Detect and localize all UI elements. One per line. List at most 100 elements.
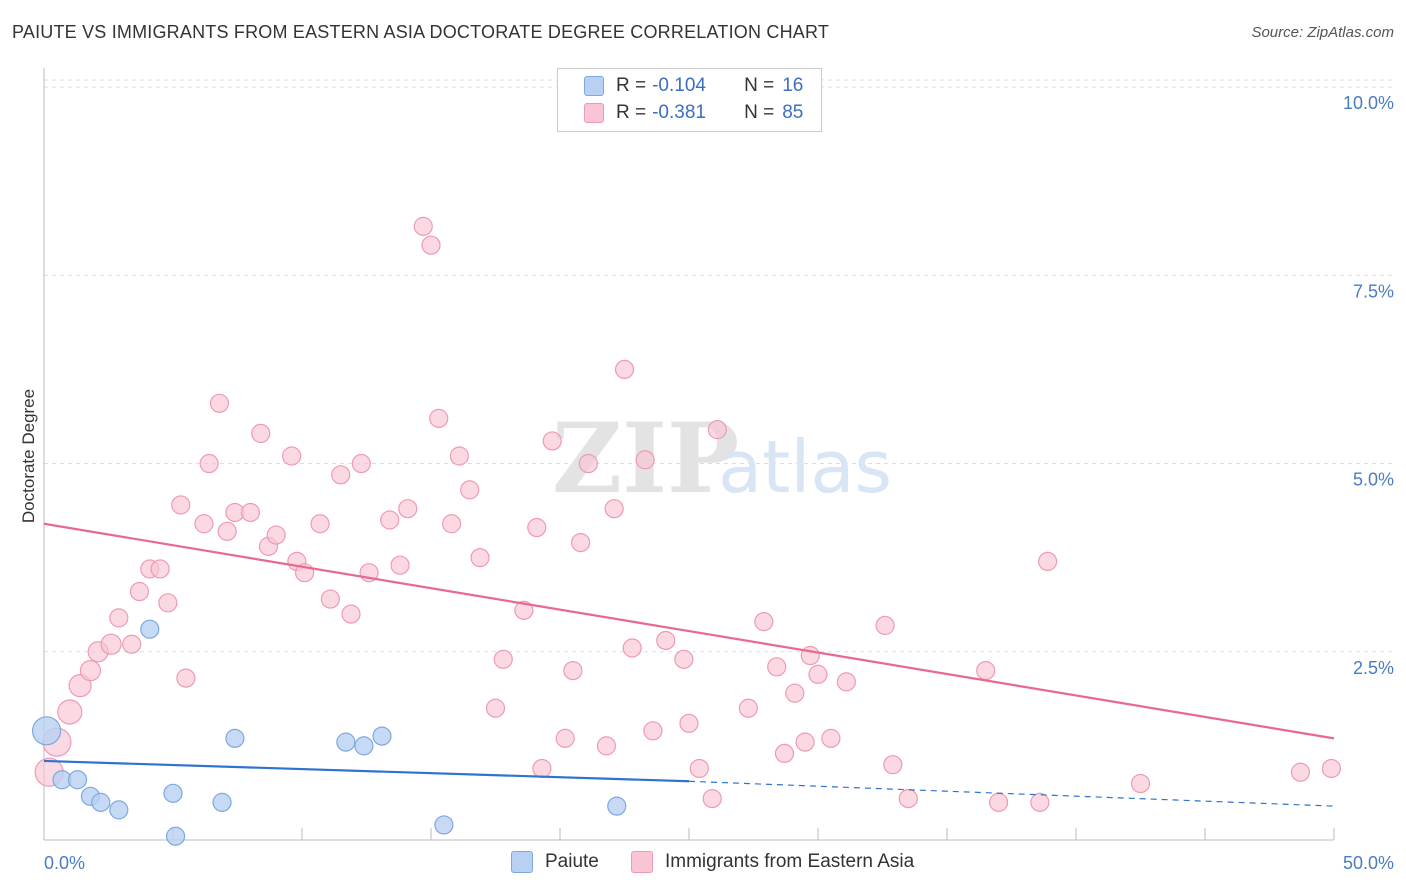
immigrants-point xyxy=(875,615,895,636)
immigrants-point xyxy=(413,216,433,236)
immigrants-point xyxy=(100,633,122,655)
legend-row-paiute: R = -0.104 N = 16 xyxy=(584,73,803,99)
watermark: ZIP atlas xyxy=(552,402,892,515)
paiute-point xyxy=(225,728,245,748)
legend-r-label: R = xyxy=(616,75,647,96)
y-tick-label: 2.5% xyxy=(1353,658,1394,678)
immigrants-point xyxy=(351,453,371,474)
immigrants-point xyxy=(310,514,330,534)
immigrants-point xyxy=(171,495,191,515)
immigrants-point xyxy=(643,721,663,741)
immigrants-point xyxy=(1321,758,1342,779)
immigrants-point xyxy=(563,660,583,681)
legend-item-immigrants[interactable]: Immigrants from Eastern Asia xyxy=(631,851,914,873)
immigrants-point xyxy=(150,559,170,579)
legend-n-label: N = xyxy=(744,102,775,123)
immigrants-point xyxy=(821,728,841,748)
legend-row-immigrants: R = -0.381 N = 85 xyxy=(584,100,803,126)
immigrants-point xyxy=(266,525,286,545)
legend-swatch-paiute xyxy=(584,76,604,96)
immigrants-point xyxy=(785,683,805,703)
x-tick-label-max: 50.0% xyxy=(1343,853,1394,873)
immigrants-point xyxy=(527,517,547,538)
legend-n-label: N = xyxy=(744,75,775,96)
paiute-point xyxy=(91,792,111,812)
immigrants-point xyxy=(217,521,237,541)
chart-title: PAIUTE VS IMMIGRANTS FROM EASTERN ASIA D… xyxy=(12,22,830,42)
immigrants-point xyxy=(898,788,918,809)
immigrants-point xyxy=(635,450,655,470)
paiute-point xyxy=(31,716,62,746)
legend-r-label: R = xyxy=(616,102,647,123)
immigrants-point xyxy=(578,453,598,474)
y-axis-label: Doctorate Degree xyxy=(19,389,38,523)
immigrants-point xyxy=(320,589,340,609)
immigrants-point xyxy=(109,608,129,628)
legend-swatch-immigrants xyxy=(631,851,653,873)
paiute-point xyxy=(109,800,129,820)
immigrants-point xyxy=(1038,551,1058,572)
paiute-point xyxy=(67,770,88,790)
immigrants-point xyxy=(493,649,513,669)
immigrants-point xyxy=(282,446,302,466)
immigrants-point xyxy=(689,758,709,779)
paiute-point xyxy=(212,792,232,812)
immigrants-point xyxy=(251,423,271,444)
immigrants-point xyxy=(380,510,400,530)
legend-r-value: -0.104 xyxy=(652,75,706,96)
paiute-point xyxy=(607,796,627,816)
immigrants-point xyxy=(604,499,624,519)
immigrants-point xyxy=(707,420,727,440)
immigrants-point xyxy=(702,788,722,809)
paiute-point xyxy=(434,815,454,835)
immigrants-points xyxy=(34,216,1342,812)
immigrants-point xyxy=(774,743,795,764)
immigrants-point xyxy=(596,736,617,756)
immigrants-point xyxy=(514,600,534,620)
immigrants-point xyxy=(485,698,506,718)
stats-legend: R = -0.104 N = 16 R = -0.381 N = 85 xyxy=(557,68,822,132)
immigrants-point xyxy=(622,638,642,658)
immigrants-point xyxy=(988,792,1009,812)
immigrants-point xyxy=(158,593,178,613)
immigrants-point xyxy=(614,359,635,380)
immigrants-point xyxy=(679,713,699,733)
immigrants-point xyxy=(532,758,552,779)
y-tick-label: 5.0% xyxy=(1353,470,1394,490)
immigrants-point xyxy=(68,674,92,698)
source-label: Source: ZipAtlas.com xyxy=(1251,24,1394,41)
immigrants-point xyxy=(429,408,449,428)
paiute-point xyxy=(140,619,160,639)
immigrants-point xyxy=(390,555,410,575)
paiute-point xyxy=(165,826,186,846)
immigrants-point xyxy=(240,502,260,523)
legend-item-paiute[interactable]: Paiute xyxy=(511,851,599,873)
immigrants-point xyxy=(795,732,815,752)
immigrants-point xyxy=(883,755,903,775)
paiute-point xyxy=(336,732,356,752)
immigrants-point xyxy=(122,634,142,654)
immigrants-point xyxy=(79,659,102,682)
paiute-trend-extension xyxy=(688,780,1335,807)
immigrants-point xyxy=(460,480,480,500)
immigrants-point xyxy=(808,664,828,684)
immigrants-point xyxy=(976,660,996,681)
immigrants-point xyxy=(442,514,462,534)
immigrants-point xyxy=(449,446,469,466)
paiute-trend-line xyxy=(43,759,690,783)
x-axis-ticks xyxy=(43,828,1335,840)
immigrants-point xyxy=(470,548,490,568)
immigrants-point xyxy=(836,672,856,692)
immigrants-point xyxy=(571,532,591,553)
paiute-point xyxy=(354,736,374,756)
immigrants-point xyxy=(767,657,787,677)
immigrants-point xyxy=(656,630,676,651)
immigrants-point xyxy=(199,453,219,474)
legend-n-value: 85 xyxy=(782,102,804,123)
immigrants-trend-line xyxy=(43,522,1335,740)
x-tick-label-min: 0.0% xyxy=(44,853,85,873)
immigrants-point xyxy=(57,699,83,725)
grid-lines xyxy=(44,79,1394,653)
legend-r-value: -0.381 xyxy=(652,102,706,123)
